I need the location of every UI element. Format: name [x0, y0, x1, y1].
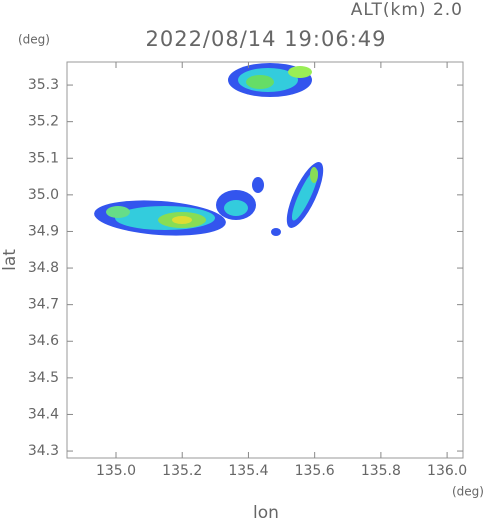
echo [224, 200, 248, 216]
y-tick-label: 34.3 [28, 443, 59, 459]
y-tick-label: 35.3 [28, 77, 59, 93]
y-axis-label: lat [0, 249, 20, 271]
echo [252, 177, 264, 193]
x-tick-label: 135.0 [96, 463, 136, 479]
y-tick-label: 34.9 [28, 223, 59, 239]
echo [172, 216, 192, 224]
echo [288, 66, 312, 78]
altitude-label: ALT(km) 2.0 [351, 0, 463, 20]
plot-frame [66, 61, 464, 459]
echo [271, 228, 281, 236]
y-tick-label: 35.0 [28, 187, 59, 203]
y-tick-label: 34.5 [28, 370, 59, 386]
x-tick-label: 135.2 [162, 463, 202, 479]
x-tick-label: 136.0 [427, 463, 467, 479]
echo [291, 169, 319, 221]
radar-echoes [94, 63, 324, 236]
x-unit: (deg) [452, 485, 484, 499]
y-tick-label: 35.1 [28, 150, 59, 166]
y-tick-label: 34.6 [28, 333, 59, 349]
echo [310, 167, 318, 183]
echo [246, 75, 274, 89]
chart-title: 2022/08/14 19:06:49 [145, 27, 386, 51]
x-axis-label: lon [253, 503, 279, 521]
y-tick-label: 34.4 [28, 406, 59, 422]
y-tick-label: 34.8 [28, 260, 59, 276]
echo [106, 206, 130, 218]
x-tick-label: 135.6 [295, 463, 335, 479]
y-unit: (deg) [18, 33, 50, 47]
y-tick-label: 35.2 [28, 114, 59, 130]
x-tick-label: 135.8 [361, 463, 401, 479]
x-tick-label: 135.4 [228, 463, 268, 479]
y-tick-label: 34.7 [28, 297, 59, 313]
